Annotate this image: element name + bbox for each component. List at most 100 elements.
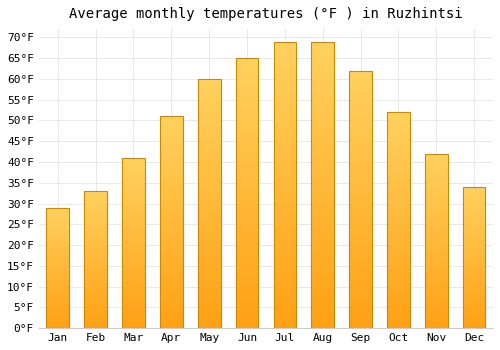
Bar (84, 290, 107, 291)
Bar (425, 246, 448, 248)
Bar (236, 217, 258, 220)
Bar (349, 104, 372, 107)
Bar (463, 326, 485, 327)
Bar (425, 297, 448, 299)
Bar (463, 256, 485, 258)
Bar (46, 290, 69, 291)
Bar (425, 236, 448, 237)
Bar (46, 216, 69, 217)
Bar (463, 202, 485, 204)
Bar (463, 280, 485, 282)
Bar (84, 213, 107, 215)
Bar (274, 136, 296, 139)
Bar (160, 201, 182, 203)
Bar (274, 305, 296, 308)
Bar (387, 164, 410, 166)
Bar (198, 178, 220, 181)
Bar (236, 185, 258, 188)
Bar (349, 91, 372, 94)
Bar (387, 274, 410, 276)
Bar (236, 258, 258, 261)
Bar (349, 210, 372, 212)
Bar (274, 322, 296, 326)
Bar (122, 185, 145, 187)
Bar (198, 159, 220, 161)
Bar (236, 255, 258, 258)
Bar (425, 196, 448, 197)
Bar (46, 279, 69, 280)
Bar (463, 308, 485, 310)
Bar (236, 245, 258, 247)
Bar (46, 236, 69, 237)
Bar (198, 268, 220, 271)
Bar (46, 287, 69, 288)
Bar (463, 251, 485, 252)
Bar (160, 286, 182, 288)
Bar (425, 239, 448, 241)
Bar (84, 313, 107, 315)
Bar (274, 156, 296, 159)
Bar (425, 203, 448, 204)
Bar (236, 236, 258, 239)
Bar (425, 225, 448, 227)
Bar (84, 198, 107, 199)
Bar (236, 261, 258, 264)
Bar (198, 139, 220, 141)
Bar (84, 283, 107, 284)
Bar (349, 202, 372, 204)
Bar (274, 145, 296, 148)
Bar (349, 145, 372, 148)
Bar (349, 230, 372, 233)
Bar (198, 124, 220, 126)
Bar (46, 297, 69, 298)
Bar (312, 168, 334, 170)
Bar (349, 158, 372, 161)
Bar (387, 132, 410, 134)
Bar (84, 220, 107, 221)
Bar (46, 229, 69, 231)
Bar (46, 261, 69, 262)
Bar (312, 248, 334, 251)
Bar (274, 127, 296, 131)
Bar (312, 131, 334, 133)
Bar (349, 238, 372, 240)
Bar (46, 280, 69, 281)
Bar (349, 264, 372, 266)
Bar (160, 277, 182, 279)
Bar (349, 287, 372, 289)
Bar (198, 293, 220, 296)
Bar (425, 154, 448, 155)
Bar (236, 136, 258, 139)
Bar (160, 135, 182, 138)
Bar (274, 173, 296, 176)
Bar (160, 172, 182, 174)
Bar (425, 302, 448, 304)
Bar (274, 228, 296, 231)
Bar (425, 211, 448, 213)
Bar (387, 168, 410, 170)
Bar (274, 259, 296, 262)
Bar (46, 246, 69, 247)
Bar (274, 42, 296, 44)
Bar (387, 257, 410, 259)
Bar (387, 214, 410, 216)
Bar (387, 298, 410, 300)
Bar (349, 326, 372, 328)
Bar (46, 293, 69, 294)
Bar (425, 215, 448, 217)
Bar (274, 248, 296, 251)
Bar (236, 326, 258, 328)
Bar (236, 196, 258, 198)
Bar (349, 323, 372, 326)
Bar (349, 150, 372, 153)
Bar (160, 246, 182, 248)
Bar (312, 188, 334, 191)
Bar (198, 156, 220, 159)
Bar (84, 318, 107, 320)
Bar (312, 44, 334, 47)
Bar (463, 327, 485, 328)
Bar (160, 311, 182, 313)
Bar (349, 181, 372, 184)
Bar (198, 161, 220, 164)
Bar (349, 161, 372, 163)
